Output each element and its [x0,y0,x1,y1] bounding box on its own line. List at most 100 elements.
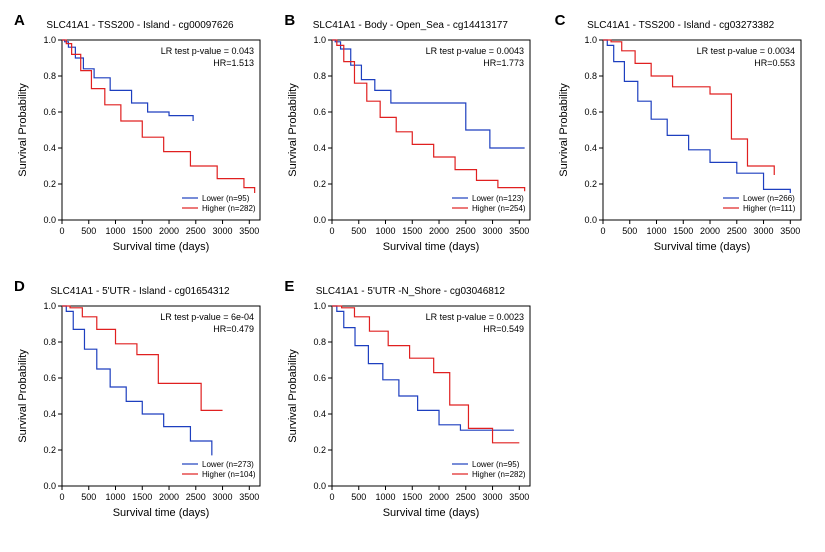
legend-label-higher: Higher (n=254) [472,204,526,213]
x-tick-label: 2500 [186,226,206,236]
x-tick-label: 500 [622,226,637,236]
x-tick-label: 2500 [186,492,206,502]
y-tick-label: 0.4 [43,409,56,419]
x-tick-label: 1000 [646,226,666,236]
survival-plot: 0.0 0.2 0.4 0.6 0.8 1.0 0 500 1000 1500 2000 2500 30… [10,276,270,536]
stat-pvalue: LR test p-value = 0.0043 [426,46,524,56]
x-tick-label: 0 [330,226,335,236]
stat-hr: HR=0.553 [754,58,795,68]
x-tick-label: 3500 [510,226,530,236]
y-tick-label: 1.0 [43,301,56,311]
y-tick-label: 0.0 [43,215,56,225]
stat-pvalue: LR test p-value = 0.0023 [426,312,524,322]
x-axis-label: Survival time (days) [653,241,750,253]
panel-title: SLC41A1 - 5'UTR -N_Shore - cg03046812 [280,286,540,297]
x-tick-label: 2500 [726,226,746,236]
x-tick-label: 0 [330,492,335,502]
panel-title: SLC41A1 - 5'UTR - Island - cg01654312 [10,286,270,297]
y-tick-label: 0.8 [584,71,597,81]
curve-higher [603,40,774,175]
y-tick-label: 1.0 [43,35,56,45]
y-tick-label: 0.2 [314,445,327,455]
legend-label-lower: Lower (n=95) [472,460,520,469]
y-tick-label: 0.6 [43,373,56,383]
panel-d: DSLC41A1 - 5'UTR - Island - cg016543120.… [10,276,270,536]
legend-label-lower: Lower (n=95) [202,194,250,203]
x-tick-label: 3000 [213,492,233,502]
stat-hr: HR=1.773 [484,58,525,68]
y-axis-label: Survival Probability [287,349,299,443]
x-tick-label: 1500 [403,492,423,502]
y-axis-label: Survival Probability [287,83,299,177]
y-tick-label: 0.4 [43,143,56,153]
x-tick-label: 1500 [132,226,152,236]
y-tick-label: 1.0 [314,301,327,311]
x-tick-label: 1500 [403,226,423,236]
curve-lower [62,306,212,455]
x-axis-label: Survival time (days) [383,241,480,253]
x-tick-label: 2000 [429,492,449,502]
x-tick-label: 0 [59,492,64,502]
x-tick-label: 2000 [429,226,449,236]
x-tick-label: 1500 [673,226,693,236]
x-tick-label: 1500 [132,492,152,502]
y-tick-label: 1.0 [314,35,327,45]
x-tick-label: 500 [81,492,96,502]
x-tick-label: 3000 [483,492,503,502]
x-tick-label: 1000 [376,492,396,502]
stat-hr: HR=0.549 [484,324,525,334]
x-axis-label: Survival time (days) [113,507,210,519]
x-tick-label: 3000 [483,226,503,236]
legend-label-higher: Higher (n=282) [202,204,256,213]
y-axis-label: Survival Probability [17,349,29,443]
survival-plot: 0.00.20.40.60.81.00500100015002000250030… [280,276,540,536]
x-tick-label: 2500 [456,226,476,236]
legend-label-higher: Higher (n=111) [743,204,796,213]
x-tick-label: 3500 [780,226,800,236]
empty-cell [551,276,811,536]
y-tick-label: 0.8 [43,337,56,347]
y-tick-label: 0.4 [584,143,597,153]
x-tick-label: 3000 [213,226,233,236]
x-tick-label: 2500 [456,492,476,502]
y-tick-label: 0.0 [584,215,597,225]
y-tick-label: 0.2 [43,179,56,189]
x-axis-label: Survival time (days) [383,507,480,519]
panel-title: SLC41A1 - Body - Open_Sea - cg14413177 [280,20,540,31]
x-tick-label: 1000 [376,226,396,236]
y-axis-label: Survival Probability [17,83,29,177]
survival-plot: 0.00.20.40.60.81.00500100015002000250030… [10,10,270,270]
x-tick-label: 1000 [105,492,125,502]
panel-title: SLC41A1 - TSS200 - Island - cg00097626 [10,20,270,31]
legend-label-higher: Higher (n=104) [202,470,256,479]
y-tick-label: 0.0 [314,481,327,491]
x-tick-label: 500 [352,226,367,236]
legend-label-higher: Higher (n=282) [472,470,526,479]
y-tick-label: 0.4 [314,143,327,153]
y-tick-label: 0.6 [43,107,56,117]
x-tick-label: 0 [59,226,64,236]
legend-label-lower: Lower (n=266) [743,194,795,203]
panel-b: BSLC41A1 - Body - Open_Sea - cg144131770… [280,10,540,270]
x-tick-label: 2000 [159,492,179,502]
survival-plot: 0.00.20.40.60.81.00500100015002000250030… [551,10,811,270]
x-tick-label: 3500 [239,226,259,236]
x-tick-label: 3500 [510,492,530,502]
stat-pvalue: LR test p-value = 0.043 [161,46,254,56]
y-tick-label: 0.4 [314,409,327,419]
stat-pvalue: LR test p-value = 6e-04 [160,312,254,322]
panel-e: ESLC41A1 - 5'UTR -N_Shore - cg030468120.… [280,276,540,536]
stat-hr: HR=1.513 [213,58,254,68]
survival-plot: 0.00.20.40.60.81.00500100015002000250030… [280,10,540,270]
y-tick-label: 0.2 [43,445,56,455]
panel-grid: ASLC41A1 - TSS200 - Island - cg000976260… [10,10,815,536]
curve-lower [332,40,525,148]
x-tick-label: 500 [352,492,367,502]
x-tick-label: 2000 [159,226,179,236]
x-tick-label: 0 [600,226,605,236]
y-tick-label: 0.0 [43,481,56,491]
legend-label-lower: Lower (n=123) [472,194,524,203]
x-tick-label: 1000 [105,226,125,236]
y-tick-label: 1.0 [584,35,597,45]
y-tick-label: 0.6 [584,107,597,117]
